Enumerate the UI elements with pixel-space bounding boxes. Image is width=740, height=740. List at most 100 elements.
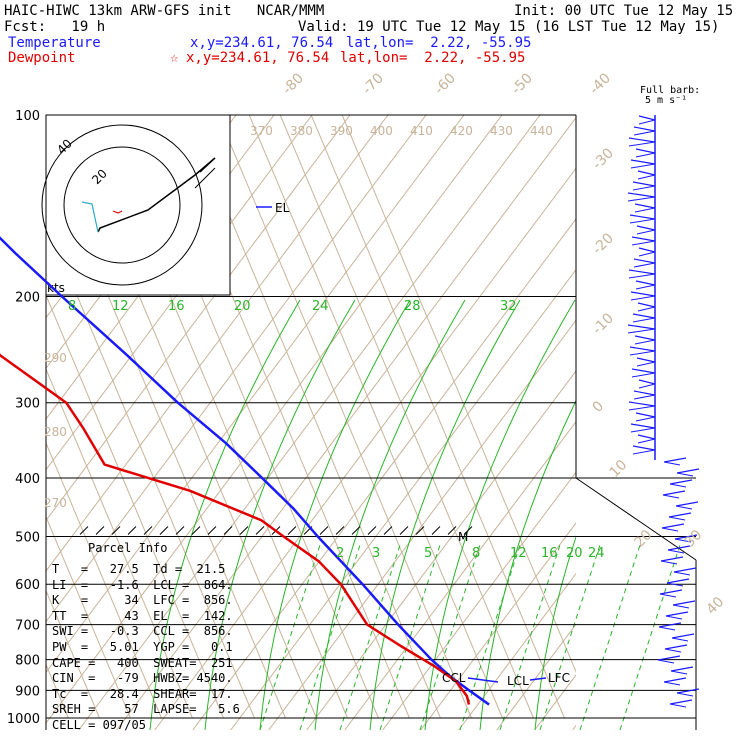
pressure-label: 1000 bbox=[7, 712, 40, 727]
theta-e-label: 8 bbox=[68, 299, 76, 314]
wind-barb bbox=[628, 269, 656, 275]
wind-barb bbox=[636, 225, 656, 231]
barb-legend-title: Full barb: bbox=[640, 85, 701, 96]
pressure-label: 500 bbox=[15, 530, 40, 545]
dewpoint-latlon: lat,lon= 2.22, -55.95 bbox=[340, 50, 526, 66]
hatch-mark bbox=[175, 526, 185, 535]
wind-barb bbox=[630, 423, 656, 429]
temperature-legend-label: Temperature bbox=[8, 35, 101, 51]
hodograph-trace bbox=[97, 157, 216, 233]
dry-adiabat-line bbox=[154, 167, 576, 730]
theta-e-label: 20 bbox=[234, 299, 251, 314]
theta-label: 400 bbox=[370, 124, 393, 138]
isotherm-line bbox=[217, 115, 472, 719]
wind-barb bbox=[637, 438, 656, 444]
wind-barb bbox=[637, 434, 656, 440]
parcel-info-row: CELL = 097/05 bbox=[52, 718, 146, 732]
wind-barb bbox=[671, 633, 695, 639]
parcel-info-row: PW = 5.01 YGP = 0.1 bbox=[52, 640, 233, 654]
hodograph-ring-outer bbox=[41, 124, 203, 286]
wind-barb bbox=[634, 207, 656, 213]
wind-barb bbox=[634, 339, 656, 345]
dewpoint-legend-label: Dewpoint bbox=[8, 50, 76, 66]
wind-barb bbox=[670, 666, 694, 672]
wind-barb bbox=[633, 130, 656, 136]
hatch-mark bbox=[255, 526, 265, 535]
hatch-mark bbox=[239, 526, 249, 535]
theta-e-label: 32 bbox=[500, 299, 517, 314]
dry-adiabat-line bbox=[420, 522, 576, 730]
wind-barb bbox=[634, 203, 656, 209]
wind-barb bbox=[637, 306, 656, 312]
theta-label: 430 bbox=[490, 124, 513, 138]
parcel-info-row: SWI = -0.3 CCL = 856. bbox=[52, 624, 233, 639]
theta-e-label: 24 bbox=[312, 299, 329, 314]
wind-barb bbox=[631, 368, 656, 374]
wind-barb bbox=[676, 468, 700, 474]
mixing-ratio-label: 20 bbox=[566, 546, 583, 561]
mixing-ratio-label: 3 bbox=[372, 546, 380, 561]
wind-barb bbox=[667, 549, 685, 554]
dry-adiabat-line bbox=[230, 268, 576, 730]
hatch-mark bbox=[351, 526, 361, 535]
wind-barb bbox=[633, 390, 656, 396]
mixing-ratio-label: 5 bbox=[424, 546, 432, 561]
wind-barb bbox=[631, 236, 656, 242]
wind-barb bbox=[658, 626, 676, 631]
dry-adiabat-line bbox=[725, 115, 740, 730]
mixing-ratio-label: 8 bbox=[472, 546, 480, 561]
wind-barb bbox=[663, 677, 687, 683]
isotherm-line bbox=[310, 115, 565, 719]
mixing-ratio-label: 16 bbox=[541, 546, 558, 561]
theta-label: 380 bbox=[290, 124, 313, 138]
wind-barb bbox=[635, 284, 656, 290]
theta-left-label: 270 bbox=[44, 496, 67, 510]
mixing-ratio-line bbox=[259, 544, 321, 730]
wind-barb bbox=[632, 445, 656, 451]
theta-e-label: 16 bbox=[168, 299, 185, 314]
pressure-label: 300 bbox=[15, 397, 40, 412]
hatch-mark bbox=[127, 526, 137, 535]
wind-barb bbox=[628, 401, 656, 407]
wind-barb bbox=[629, 214, 656, 220]
wind-barb bbox=[635, 280, 656, 286]
dry-adiabat-line bbox=[496, 623, 576, 730]
theta-label: 390 bbox=[330, 124, 353, 138]
dry-adiabat-line bbox=[382, 471, 576, 730]
parcel-info-row: SREH = 57 LAPSE= 5.6 bbox=[52, 702, 240, 717]
mixing-ratio-line bbox=[379, 544, 441, 730]
hatch-mark bbox=[367, 526, 377, 535]
dry-adiabat-line bbox=[46, 115, 465, 674]
wind-barb bbox=[633, 258, 656, 264]
hatch-mark bbox=[95, 526, 105, 535]
parcel-info-row: LI = -1.6 LCL = 864. bbox=[52, 577, 233, 592]
dry-adiabat-line bbox=[687, 115, 740, 730]
wind-barb bbox=[659, 589, 683, 595]
isotherm-label: -70 bbox=[360, 70, 387, 97]
theta-label: 420 bbox=[450, 124, 473, 138]
hodograph-box bbox=[45, 114, 231, 296]
isotherm-label: -40 bbox=[587, 70, 614, 97]
mixing-ratio-line bbox=[419, 544, 481, 730]
dry-adiabat-line bbox=[458, 572, 576, 730]
isotherm-label: 40 bbox=[704, 594, 728, 618]
isotherm-label: -50 bbox=[509, 70, 536, 97]
pressure-label: 900 bbox=[15, 684, 40, 699]
wind-barb bbox=[629, 350, 656, 356]
hatch-mark bbox=[399, 526, 409, 535]
wind-barb bbox=[631, 240, 656, 246]
hodograph-low-level bbox=[81, 201, 99, 233]
theta-label: 370 bbox=[250, 124, 273, 138]
right-axis-diagonal bbox=[575, 477, 697, 561]
hodograph-ring-inner bbox=[63, 146, 181, 264]
forecast-hour: Fcst: 19 h bbox=[4, 19, 106, 35]
wind-barb bbox=[658, 622, 682, 628]
ccl-marker bbox=[467, 677, 499, 683]
wind-barb bbox=[672, 604, 690, 609]
dry-adiabat-line bbox=[116, 116, 576, 730]
isotherm-line bbox=[46, 367, 193, 719]
wind-barb bbox=[666, 578, 690, 584]
wind-barb bbox=[637, 302, 656, 308]
wind-barb bbox=[635, 152, 656, 158]
